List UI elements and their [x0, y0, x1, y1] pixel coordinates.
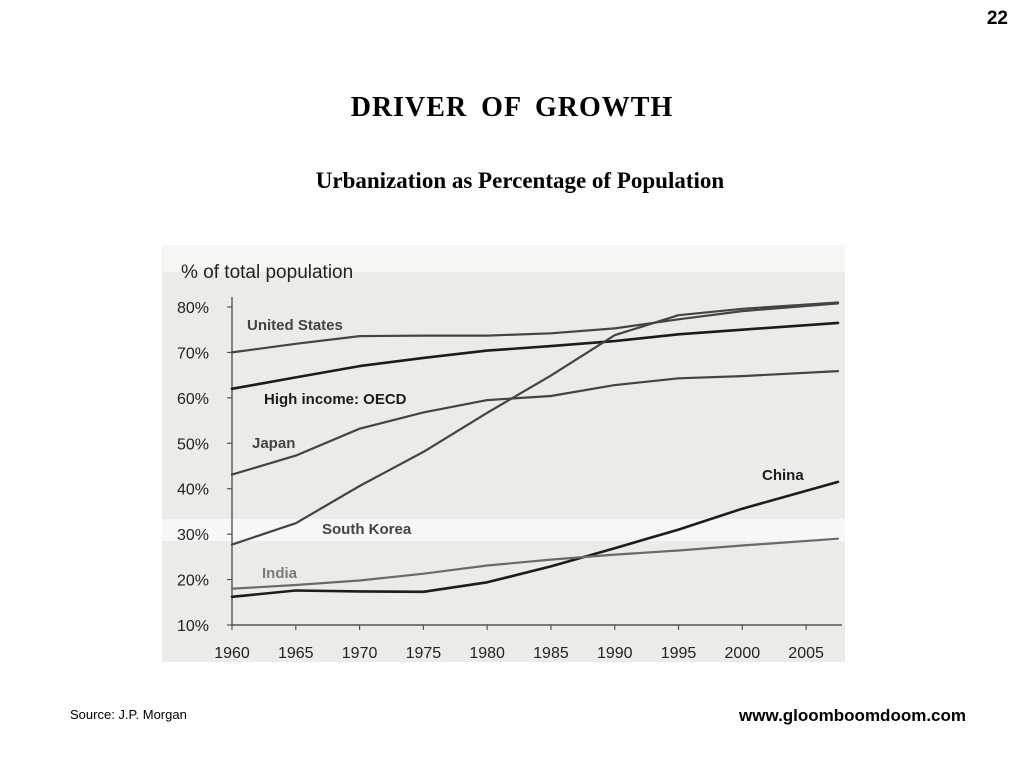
website-url: www.gloomboomdoom.com	[739, 706, 966, 725]
series-line-south-korea	[230, 301, 840, 546]
y-tick-label: 10%	[177, 618, 209, 635]
y-tick-label: 40%	[177, 482, 209, 499]
chart-background	[162, 245, 845, 662]
series-line-united-states	[230, 302, 840, 354]
series-line-india	[230, 537, 840, 590]
x-tick-label: 1980	[469, 645, 505, 662]
y-tick-label: 70%	[177, 345, 209, 362]
series-line-high-income-oecd	[230, 321, 840, 391]
series-label-high-income-oecd: High income: OECD	[264, 391, 407, 408]
y-tick-label: 60%	[177, 391, 209, 408]
series-label-south-korea: South Korea	[322, 521, 412, 538]
series-lines	[230, 301, 840, 599]
x-tick-label: 2005	[788, 645, 824, 662]
series-labels: United States High income: OECD Japan South…	[247, 317, 804, 582]
x-tick-label: 1995	[661, 645, 697, 662]
y-tick-label: 50%	[177, 436, 209, 453]
chart-title: Urbanization as Percentage of Population	[315, 168, 725, 193]
series-label-india: India	[262, 565, 298, 582]
scan-band	[162, 519, 845, 541]
y-tick-label: 30%	[177, 527, 209, 544]
x-tick-label: 1960	[214, 645, 250, 662]
x-tick-label: 1970	[342, 645, 378, 662]
chart-panel: % of total population 10% 20% 30% 40% 50% 60%…	[162, 245, 845, 662]
slide-title: DRIVER OF GROWTH	[350, 92, 674, 123]
series-label-japan: Japan	[252, 435, 295, 452]
y-tick-label: 80%	[177, 300, 209, 317]
x-tick-label: 1985	[533, 645, 569, 662]
x-tick-label: 2000	[725, 645, 761, 662]
y-axis-title: % of total population	[181, 262, 353, 283]
page-number: 22	[986, 8, 1008, 29]
series-line-china	[230, 480, 840, 599]
x-tick-label: 1990	[597, 645, 633, 662]
series-label-united-states: United States	[247, 317, 343, 334]
line-chart: % of total population 10% 20% 30% 40% 50% 60%…	[162, 245, 845, 662]
source-note: Source: J.P. Morgan	[70, 707, 187, 722]
series-label-china: China	[762, 467, 804, 484]
series-line-japan	[230, 369, 840, 476]
x-tick-label: 1975	[406, 645, 442, 662]
tick-labels: 10% 20% 30% 40% 50% 60% 70% 80% 1960 1965 1970 1975…	[177, 300, 824, 662]
chart-top-strip	[162, 245, 845, 272]
x-tick-label: 1965	[278, 645, 314, 662]
y-tick-label: 20%	[177, 573, 209, 590]
